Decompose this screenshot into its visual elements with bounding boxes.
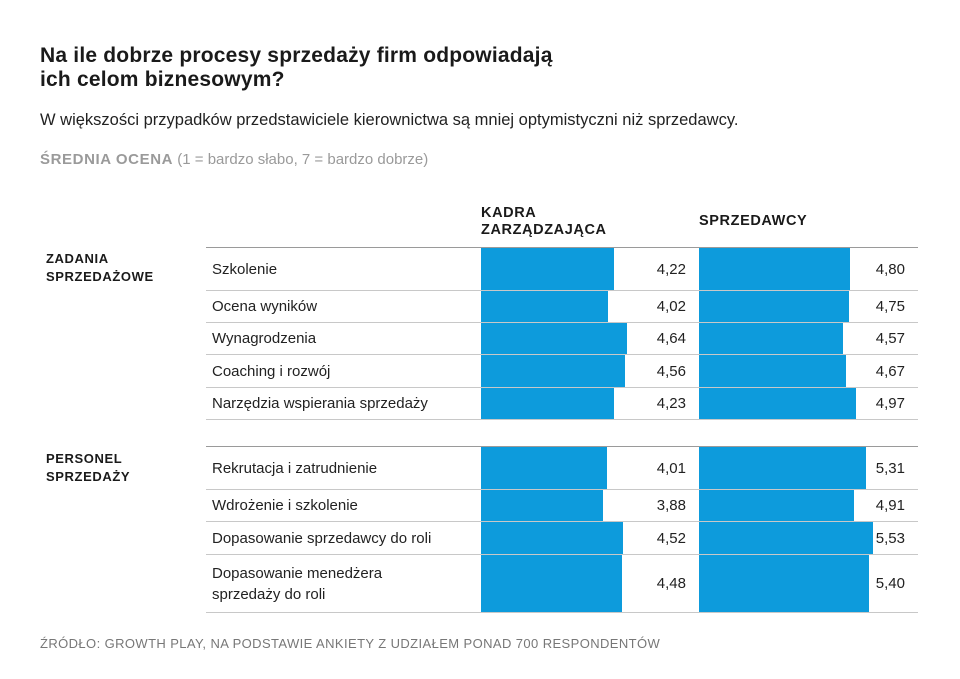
chart-row: Wynagrodzenia 4,64 4,57: [206, 322, 918, 354]
value-label-kadra: 4,64: [656, 330, 686, 347]
column-header-sprzedawcy: SPRZEDAWCY: [699, 213, 807, 230]
bar-sprzedawcy: [699, 490, 854, 521]
row-label-line: Coaching i rozwój: [212, 362, 331, 380]
value-label-kadra: 4,22: [656, 261, 686, 278]
row-label: Rekrutacja i zatrudnienie: [212, 447, 377, 489]
row-divider: [206, 489, 918, 490]
chart-row: Narzędzia wspierania sprzedaży 4,23 4,97: [206, 387, 918, 419]
row-label-line: Wynagrodzenia: [212, 330, 317, 347]
row-divider: [206, 446, 918, 447]
bar-kadra: [481, 522, 623, 554]
value-label-sprzedawcy: 4,57: [875, 330, 905, 347]
bar-sprzedawcy: [699, 555, 869, 612]
value-label-sprzedawcy: 4,75: [875, 298, 905, 315]
row-label-line: Dopasowanie sprzedawcy do roli: [212, 529, 432, 547]
bar-kadra: [481, 447, 607, 489]
row-label-line: Dopasowanie menedżera: [212, 564, 383, 582]
chart-row: Szkolenie 4,22 4,80: [206, 247, 918, 290]
chart-row: Wdrożenie i szkolenie 3,88 4,91: [206, 489, 918, 521]
chart-row: Rekrutacja i zatrudnienie 4,01 5,31: [206, 446, 918, 489]
group-label: PERSONEL SPRZEDAŻY: [46, 450, 130, 486]
scale-note-bold: ŚREDNIA OCENA: [40, 151, 174, 168]
value-label-kadra: 4,01: [656, 460, 686, 477]
row-divider: [206, 612, 918, 613]
bar-sprzedawcy: [699, 522, 873, 554]
value-label-sprzedawcy: 5,40: [875, 575, 905, 592]
column-header-kadra-line-2: ZARZĄDZAJĄCA: [481, 222, 607, 238]
group-end-divider: [206, 419, 918, 420]
bar-sprzedawcy: [699, 323, 843, 354]
group-label-line: SPRZEDAŻY: [46, 469, 131, 484]
row-label-line: Narzędzia wspierania sprzedaży: [212, 395, 428, 412]
chart-row: Ocena wyników 4,02 4,75: [206, 290, 918, 322]
bar-kadra: [481, 388, 614, 419]
row-divider: [206, 387, 918, 388]
row-label: Narzędzia wspierania sprzedaży: [212, 388, 428, 419]
chart-row: Dopasowanie sprzedawcy do roli 4,52 5,53: [206, 521, 918, 554]
bar-sprzedawcy: [699, 388, 856, 419]
row-divider: [206, 354, 918, 355]
row-label: Wynagrodzenia: [212, 323, 316, 354]
bar-sprzedawcy: [699, 447, 866, 489]
value-label-sprzedawcy: 4,91: [875, 497, 905, 514]
value-label-sprzedawcy: 5,31: [875, 460, 905, 477]
source-note: ŹRÓDŁO: GROWTH PLAY, NA PODSTAWIE ANKIET…: [40, 636, 661, 651]
value-label-sprzedawcy: 4,97: [875, 395, 905, 412]
value-label-kadra: 3,88: [656, 497, 686, 514]
column-header-kadra: KADRA ZARZĄDZAJĄCA: [481, 205, 607, 239]
row-label-line: Szkolenie: [212, 260, 278, 278]
value-label-kadra: 4,02: [656, 298, 686, 315]
bar-sprzedawcy: [699, 248, 850, 290]
group-end-divider: [206, 612, 918, 613]
bar-kadra: [481, 490, 603, 521]
bar-kadra: [481, 355, 625, 387]
bar-kadra: [481, 555, 622, 612]
chart-title: Na ile dobrze procesy sprzedaży firm odp…: [40, 44, 800, 92]
row-divider: [206, 290, 918, 291]
scale-note-rest: (1 = bardzo słabo, 7 = bardzo dobrze): [173, 151, 429, 168]
group-label: ZADANIA SPRZEDAŻOWE: [46, 250, 154, 286]
row-label: Szkolenie: [212, 248, 277, 290]
chart-row: Coaching i rozwój 4,56 4,67: [206, 354, 918, 387]
column-header-sprzedawcy-line-1: SPRZEDAWCY: [699, 213, 808, 229]
chart-title-line-1: Na ile dobrze procesy sprzedaży firm odp…: [40, 44, 553, 67]
row-divider: [206, 247, 918, 248]
row-divider: [206, 554, 918, 555]
bar-kadra: [481, 323, 627, 354]
group-label-line: SPRZEDAŻOWE: [46, 269, 154, 284]
row-divider: [206, 419, 918, 420]
chart-title-line-2: ich celom biznesowym?: [40, 68, 285, 91]
row-divider: [206, 521, 918, 522]
bar-sprzedawcy: [699, 291, 849, 322]
bar-sprzedawcy: [699, 355, 846, 387]
chart-row: Dopasowanie menedżera sprzedaży do roli 4,…: [206, 554, 918, 612]
value-label-sprzedawcy: 5,53: [875, 530, 905, 547]
value-label-kadra: 4,23: [656, 395, 686, 412]
value-label-kadra: 4,56: [656, 363, 686, 380]
row-label: Wdrożenie i szkolenie: [212, 490, 358, 521]
value-label-kadra: 4,48: [656, 575, 686, 592]
chart-subtitle: W większości przypadków przedstawiciele …: [40, 111, 739, 129]
row-divider: [206, 322, 918, 323]
value-label-sprzedawcy: 4,80: [875, 261, 905, 278]
column-header-kadra-line-1: KADRA: [481, 205, 537, 221]
row-label-line: sprzedaży do roli: [212, 585, 326, 603]
bar-kadra: [481, 248, 614, 290]
row-label: Coaching i rozwój: [212, 355, 330, 387]
row-label: Ocena wyników: [212, 291, 317, 322]
value-label-kadra: 4,52: [656, 530, 686, 547]
row-label: Dopasowanie menedżera sprzedaży do roli: [212, 555, 382, 612]
row-label-line: Ocena wyników: [212, 298, 318, 315]
row-label-line: Rekrutacja i zatrudnienie: [212, 459, 378, 477]
row-label: Dopasowanie sprzedawcy do roli: [212, 522, 431, 554]
group-label-line: PERSONEL: [46, 451, 123, 466]
bar-kadra: [481, 291, 608, 322]
scale-note: ŚREDNIA OCENA (1 = bardzo słabo, 7 = bar…: [40, 150, 428, 170]
group-label-line: ZADANIA: [46, 251, 109, 266]
row-label-line: Wdrożenie i szkolenie: [212, 497, 358, 514]
value-label-sprzedawcy: 4,67: [875, 363, 905, 380]
